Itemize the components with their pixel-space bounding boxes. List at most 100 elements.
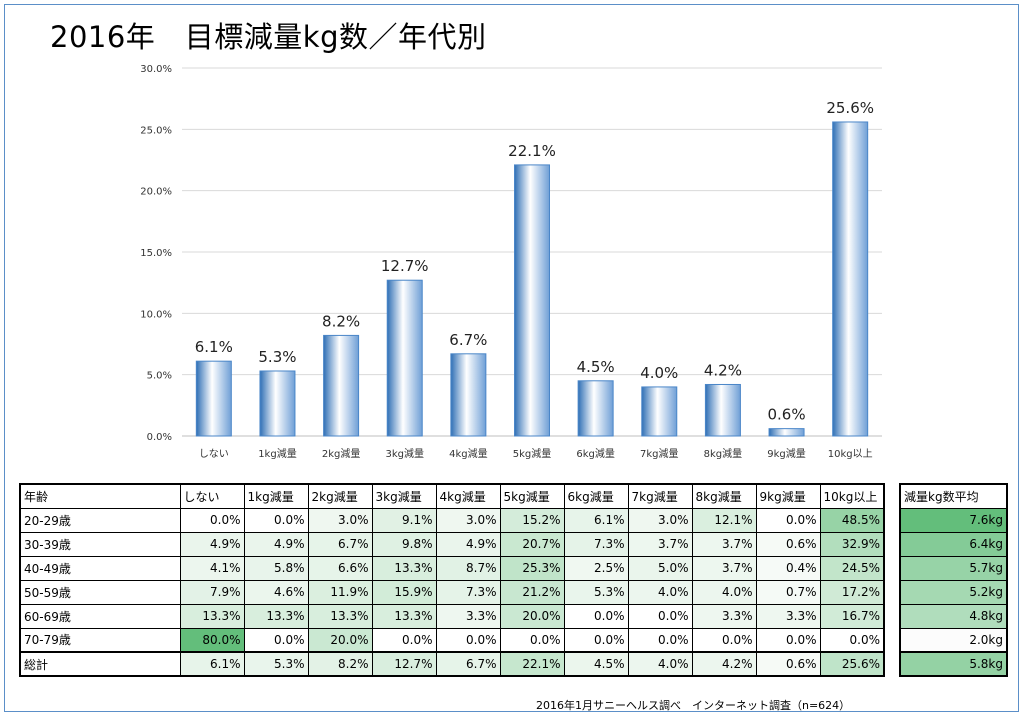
bar: [195, 360, 232, 437]
table-cell: 0.0%: [499, 627, 565, 653]
average-kg-table: 減量kg数平均 7.6kg 6.4kg 5.7kg 5.2kg 4.8kg 2.0kg 5.8…: [899, 483, 1008, 677]
data-label: 4.5%: [577, 358, 615, 376]
table-cell: 5.3%: [563, 579, 629, 605]
table-cell: 80.0%: [179, 627, 245, 653]
table-cell: 4.1%: [179, 555, 245, 581]
table-cell: 20.0%: [499, 603, 565, 629]
table-total-row: 総計 6.1% 5.3% 8.2% 12.7% 6.7% 22.1% 4.5% 4.0% 4.2%…: [19, 651, 885, 677]
chart-title: 2016年 目標減量kg数／年代別: [50, 20, 487, 54]
table-row: 60-69歳 13.3% 13.3% 13.3% 13.3% 3.3% 20.0% 0.0% 0…: [19, 603, 885, 629]
data-label: 5.3%: [258, 348, 296, 366]
y-tick-label: 10.0%: [140, 309, 172, 320]
table-cell: 0.0%: [755, 627, 821, 653]
data-label: 4.2%: [704, 361, 742, 379]
table-column-header: 2kg減量: [307, 483, 373, 509]
table-cell: 3.7%: [691, 555, 757, 581]
table-header-row: 年齢 しない 1kg減量 2kg減量 3kg減量 4kg減量 5kg減量 6kg減量 7kg減量…: [19, 483, 885, 509]
chart-frame: [4, 4, 1019, 712]
x-tick-label: 2kg減量: [322, 447, 361, 460]
data-label: 0.6%: [767, 406, 805, 424]
table-cell: 20.0%: [307, 627, 373, 653]
table-cell: 20.7%: [499, 531, 565, 557]
avg-cell: 4.8kg: [899, 603, 1008, 629]
table-cell: 12.7%: [371, 651, 437, 677]
table-column-header: 7kg減量: [627, 483, 693, 509]
table-cell: 4.9%: [243, 531, 309, 557]
table-cell: 3.7%: [691, 531, 757, 557]
table-cell: 6.1%: [563, 507, 629, 533]
table-column-header: 1kg減量: [243, 483, 309, 509]
bar: [704, 383, 741, 437]
y-tick-label: 25.0%: [140, 125, 172, 136]
table-cell: 3.0%: [627, 507, 693, 533]
table-column-header: 5kg減量: [499, 483, 565, 509]
table-cell: 0.6%: [755, 651, 821, 677]
data-label: 22.1%: [508, 142, 556, 160]
table-cell: 3.0%: [435, 507, 501, 533]
table-column-header: 9kg減量: [755, 483, 821, 509]
table-cell: 0.0%: [179, 507, 245, 533]
x-tick-label: 8kg減量: [704, 447, 743, 460]
avg-header-row: 減量kg数平均: [899, 483, 1008, 509]
table-cell: 4.9%: [179, 531, 245, 557]
row-label: 20-29歳: [19, 507, 181, 533]
x-tick-label: 9kg減量: [767, 447, 806, 460]
table-cell: 3.3%: [755, 603, 821, 629]
table-cell: 24.5%: [819, 555, 885, 581]
table-cell: 5.8%: [243, 555, 309, 581]
y-tick-label: 30.0%: [140, 64, 172, 75]
table-cell: 0.0%: [243, 507, 309, 533]
source-note: 2016年1月サニーヘルス調べ インターネット調査（n=624）: [536, 699, 851, 712]
y-tick-label: 5.0%: [147, 371, 172, 382]
row-label: 40-49歳: [19, 555, 181, 581]
bar: [323, 334, 360, 437]
table-cell: 15.2%: [499, 507, 565, 533]
x-tick-label: 10kg以上: [828, 448, 873, 460]
table-cell: 0.0%: [755, 507, 821, 533]
avg-row: 5.7kg: [899, 555, 1008, 581]
table-cell: 0.0%: [563, 627, 629, 653]
table-cell: 13.3%: [179, 603, 245, 629]
table-cell: 7.3%: [435, 579, 501, 605]
x-tick-label: 6kg減量: [576, 447, 615, 460]
avg-cell: 6.4kg: [899, 531, 1008, 557]
bar: [768, 428, 805, 437]
table-cell: 13.3%: [307, 603, 373, 629]
avg-row: 4.8kg: [899, 603, 1008, 629]
table-cell: 25.3%: [499, 555, 565, 581]
y-tick-label: 20.0%: [140, 187, 172, 198]
table-cell: 2.5%: [563, 555, 629, 581]
x-tick-label: しない: [199, 448, 229, 460]
table-cell: 48.5%: [819, 507, 885, 533]
table-cell: 5.3%: [243, 651, 309, 677]
table-row: 30-39歳 4.9% 4.9% 6.7% 9.8% 4.9% 20.7% 7.3% 3.7% 3…: [19, 531, 885, 557]
bar: [514, 164, 550, 437]
table-cell: 0.4%: [755, 555, 821, 581]
table-cell: 3.7%: [627, 531, 693, 557]
table-cell: 4.5%: [563, 651, 629, 677]
table-cell: 13.3%: [243, 603, 309, 629]
avg-row: 5.2kg: [899, 579, 1008, 605]
avg-row: 7.6kg: [899, 507, 1008, 533]
table-cell: 25.6%: [819, 651, 885, 677]
table-cell: 9.1%: [371, 507, 437, 533]
table-cell: 7.3%: [563, 531, 629, 557]
x-tick-label: 3kg減量: [385, 447, 424, 460]
data-label: 8.2%: [322, 312, 360, 330]
table-cell: 7.9%: [179, 579, 245, 605]
table-cell: 15.9%: [371, 579, 437, 605]
table-cell: 21.2%: [499, 579, 565, 605]
table-row: 40-49歳 4.1% 5.8% 6.6% 13.3% 8.7% 25.3% 2.5% 5.0%…: [19, 555, 885, 581]
row-label: 総計: [19, 651, 181, 677]
table-cell: 32.9%: [819, 531, 885, 557]
x-tick-label: 5kg減量: [513, 447, 552, 460]
table-cell: 0.0%: [627, 627, 693, 653]
avg-header: 減量kg数平均: [899, 483, 1008, 509]
avg-cell: 5.2kg: [899, 579, 1008, 605]
table-column-header: 8kg減量: [691, 483, 757, 509]
data-label: 4.0%: [640, 364, 678, 382]
table-cell: 4.0%: [627, 651, 693, 677]
table-column-header: 3kg減量: [371, 483, 437, 509]
table-cell: 4.9%: [435, 531, 501, 557]
x-tick-label: 7kg減量: [640, 447, 679, 460]
